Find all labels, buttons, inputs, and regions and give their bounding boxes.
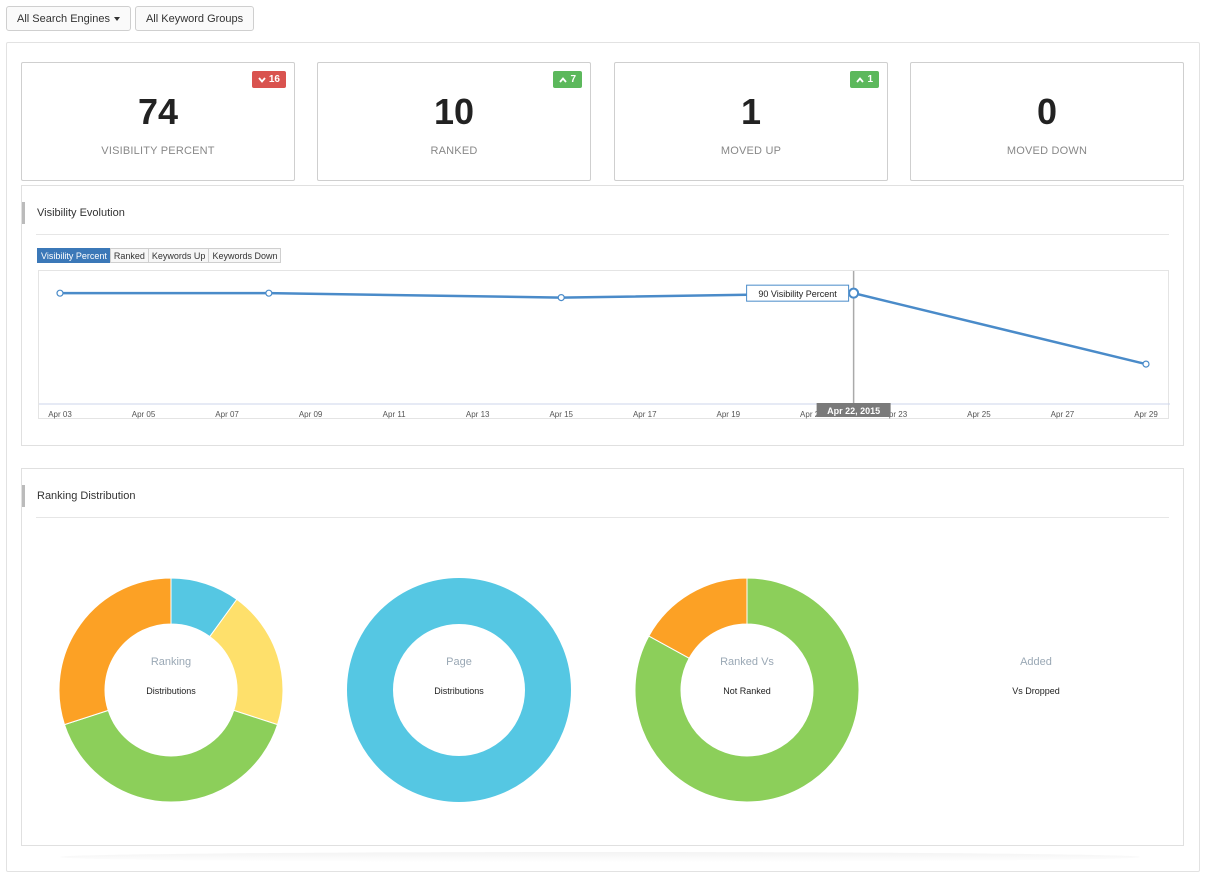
donut-title: Ranking (150, 656, 192, 668)
x-tick-label: Apr 29 (1134, 410, 1158, 419)
x-tick-label: Apr 07 (215, 410, 239, 419)
chevron-up-icon (559, 76, 568, 83)
x-tick-label: Apr 17 (633, 410, 657, 419)
keyword-groups-label: All Keyword Groups (145, 12, 244, 25)
badge-value: 16 (268, 74, 280, 85)
ranking-distribution-panel: Ranking Distribution Ranking Distributio… (21, 468, 1184, 846)
visibility-line-chart[interactable]: Apr 03 Apr 05 Apr 07 Apr 09 Apr 11 Apr 13 Apr … (39, 271, 1170, 420)
data-point[interactable] (56, 289, 64, 297)
x-tick-label: Apr 11 (383, 410, 407, 419)
stat-value: 1 (740, 91, 762, 132)
x-tick-label: Apr 13 (466, 410, 490, 419)
tab-keywords-down[interactable]: Keywords Down (208, 248, 282, 263)
tooltip-text: 90 Visibility Percent (758, 289, 837, 299)
donut-center-ranked: Ranked Vs Not Ranked (647, 656, 847, 696)
donut-subtitle: Vs Dropped (1012, 686, 1060, 696)
x-tick-label: Apr 09 (299, 410, 323, 419)
stat-label: VISIBILITY PERCENT (101, 145, 215, 157)
donut-slice[interactable] (634, 577, 860, 803)
x-tick-label: Apr 15 (549, 410, 573, 419)
x-tick-label: Apr 03 (48, 410, 72, 419)
chevron-down-icon (258, 76, 266, 83)
stat-card-ranked: 7 10 RANKED (317, 62, 591, 181)
crosshair-date-label: Apr 22, 2015 (827, 406, 880, 416)
donut-slice[interactable] (58, 577, 172, 726)
crosshair-date-box (816, 403, 891, 417)
caret-down-icon (113, 17, 120, 21)
stat-label: MOVED UP (720, 145, 782, 157)
x-tick-label: Apr 19 (717, 410, 741, 419)
tab-keywords-up[interactable]: Keywords Up (147, 248, 210, 263)
page-shadow (60, 852, 1140, 862)
badge-value: 1 (867, 74, 873, 85)
donut-subtitle: Distributions (434, 686, 484, 696)
divider (36, 234, 1169, 235)
series-line (60, 291, 1147, 366)
donut-title: Page (446, 656, 472, 668)
keyword-groups-button[interactable]: All Keyword Groups (134, 6, 255, 31)
data-point[interactable] (848, 287, 860, 299)
stat-card-moved-up: 1 1 MOVED UP (614, 62, 888, 181)
donut-slice[interactable] (347, 578, 571, 802)
donut-subtitle: Not Ranked (723, 686, 771, 696)
stat-badge: 1 (850, 71, 879, 88)
donut-slice[interactable] (63, 709, 279, 803)
x-tick-label: Apr 23 (884, 410, 908, 419)
donut-center-page: Page Distributions (359, 656, 559, 696)
donut-title: Ranked Vs (720, 656, 774, 668)
data-point[interactable] (1142, 360, 1150, 368)
x-tick-label: Apr 21 (800, 410, 824, 419)
visibility-evolution-panel: Visibility Evolution Visibility Percent … (21, 185, 1184, 446)
stat-card-moved-down: 0 MOVED DOWN (910, 62, 1184, 181)
stat-value: 10 (433, 91, 475, 132)
tab-visibility-percent[interactable]: Visibility Percent (37, 248, 111, 263)
distribution-donuts (58, 577, 860, 803)
stat-card-visibility: 16 74 VISIBILITY PERCENT (21, 62, 295, 181)
panel-title: Ranking Distribution (22, 485, 135, 507)
panel-title: Visibility Evolution (22, 202, 125, 224)
donut-slice[interactable] (648, 577, 748, 659)
donut-title: Added (1020, 656, 1052, 668)
search-engines-label: All Search Engines (17, 12, 110, 25)
x-tick-label: Apr 27 (1051, 410, 1075, 419)
chevron-up-icon (856, 76, 865, 83)
data-point[interactable] (557, 294, 565, 302)
search-engines-dropdown[interactable]: All Search Engines (6, 6, 131, 31)
stat-value: 74 (137, 91, 179, 132)
donut-subtitle: Distributions (146, 686, 196, 696)
divider (36, 517, 1169, 518)
stat-badge: 7 (553, 71, 582, 88)
top-toolbar: All Search Engines All Keyword Groups (6, 6, 255, 31)
tab-ranked[interactable]: Ranked (109, 248, 149, 263)
donut-center-ranking: Ranking Distributions (71, 656, 271, 696)
visibility-chart[interactable]: Apr 03 Apr 05 Apr 07 Apr 09 Apr 11 Apr 13 Apr … (38, 270, 1170, 420)
x-tick-label: Apr 25 (967, 410, 991, 419)
stat-badge: 16 (251, 71, 286, 88)
stat-label: MOVED DOWN (1006, 145, 1088, 157)
stat-value: 0 (1036, 91, 1058, 132)
badge-value: 7 (570, 74, 576, 85)
data-point[interactable] (265, 289, 273, 297)
donut-center-added: Added Vs Dropped (936, 656, 1136, 696)
chart-tabs: Visibility Percent Ranked Keywords Up Ke… (37, 248, 282, 263)
stat-label: RANKED (430, 145, 478, 157)
x-tick-label: Apr 05 (132, 410, 156, 419)
tooltip-box (746, 284, 850, 302)
